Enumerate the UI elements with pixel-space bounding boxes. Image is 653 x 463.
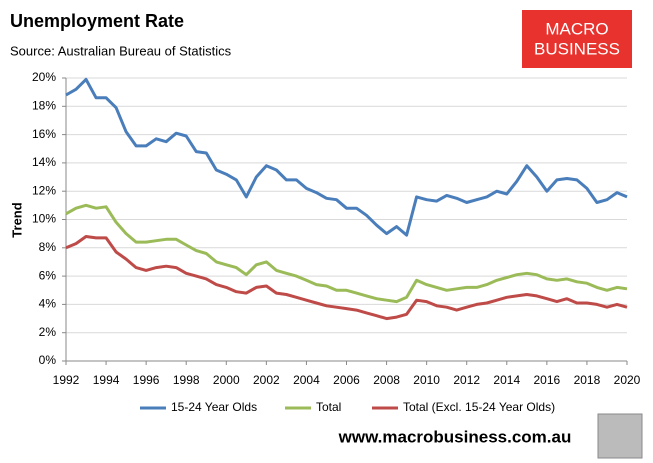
x-tick-label: 2016 (534, 373, 561, 387)
x-tick-label: 2010 (413, 373, 440, 387)
y-tick-label: 6% (39, 268, 57, 282)
x-tick-label: 2006 (333, 373, 360, 387)
x-tick-label: 2004 (293, 373, 320, 387)
y-tick-label: 20% (32, 70, 56, 84)
chart-title: Unemployment Rate (10, 11, 184, 31)
chart-subtitle: Source: Australian Bureau of Statistics (10, 43, 232, 58)
legend-label: 15-24 Year Olds (171, 400, 257, 414)
x-tick-label: 2000 (213, 373, 240, 387)
y-tick-label: 12% (32, 183, 56, 197)
y-tick-label: 18% (32, 98, 56, 112)
logo-box (522, 10, 632, 68)
x-tick-label: 2002 (253, 373, 280, 387)
series-line (65, 77, 628, 237)
logo-text: BUSINESS (534, 39, 620, 58)
logo-text: MACRO (545, 19, 608, 38)
x-tick-label: 2018 (574, 373, 601, 387)
footer: www.macrobusiness.com.au (338, 427, 572, 446)
x-tick-label: 2014 (493, 373, 520, 387)
y-tick-label: 16% (32, 127, 56, 141)
x-tick-label: 2020 (614, 373, 641, 387)
x-tick-label: 1994 (93, 373, 120, 387)
x-tick-label: 2008 (373, 373, 400, 387)
y-axis-label: Trend (9, 202, 24, 237)
y-tick-label: 14% (32, 155, 56, 169)
x-tick-label: 1996 (133, 373, 160, 387)
legend-label: Total (Excl. 15-24 Year Olds) (403, 400, 555, 414)
y-tick-label: 8% (39, 240, 57, 254)
x-tick-label: 1992 (53, 373, 80, 387)
series-line (65, 235, 628, 321)
y-tick-label: 2% (39, 325, 57, 339)
x-tick-label: 1998 (173, 373, 200, 387)
y-tick-label: 10% (32, 212, 56, 226)
legend-label: Total (316, 400, 341, 414)
y-tick-label: 4% (39, 297, 57, 311)
series-line (65, 203, 628, 304)
wolf-icon (597, 413, 643, 459)
x-tick-label: 2012 (453, 373, 480, 387)
y-tick-label: 0% (39, 353, 57, 367)
